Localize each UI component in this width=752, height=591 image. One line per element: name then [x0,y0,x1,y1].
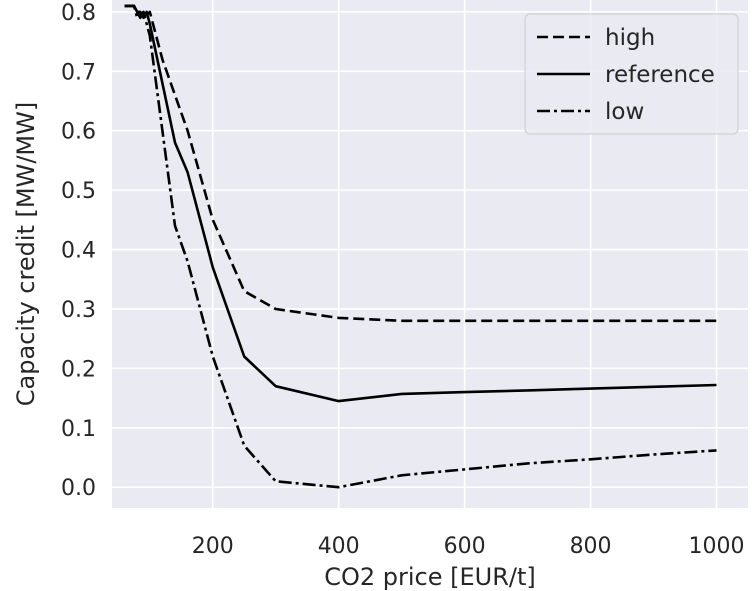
y-tick-label: 0.7 [61,60,96,85]
x-tick-label: 1000 [689,534,745,559]
y-tick-labels: 0.0 0.1 0.2 0.3 0.4 0.5 0.6 0.7 0.8 [61,1,96,501]
x-tick-label: 400 [318,534,360,559]
legend-label-reference: reference [605,62,715,88]
legend-label-low: low [605,99,644,125]
y-axis-label: Capacity credit [MW/MW] [12,102,40,406]
legend: high reference low [524,13,739,135]
y-tick-label: 0.6 [61,120,96,145]
legend-label-high: high [605,25,655,51]
y-tick-label: 0.1 [61,417,96,442]
x-tick-label: 800 [570,534,612,559]
y-tick-label: 0.3 [61,298,96,323]
x-tick-label: 200 [192,534,234,559]
y-tick-label: 0.0 [61,476,96,501]
legend-box [524,13,739,135]
y-tick-label: 0.8 [61,1,96,26]
series-line-low [124,4,717,489]
x-axis-label: CO2 price [EUR/t] [324,563,536,591]
series-layer [124,4,717,489]
y-tick-label: 0.4 [61,239,96,264]
y-tick-label: 0.5 [61,179,96,204]
y-tick-label: 0.2 [61,357,96,382]
x-tick-labels: 200 400 600 800 1000 [192,534,745,559]
x-tick-label: 600 [444,534,486,559]
